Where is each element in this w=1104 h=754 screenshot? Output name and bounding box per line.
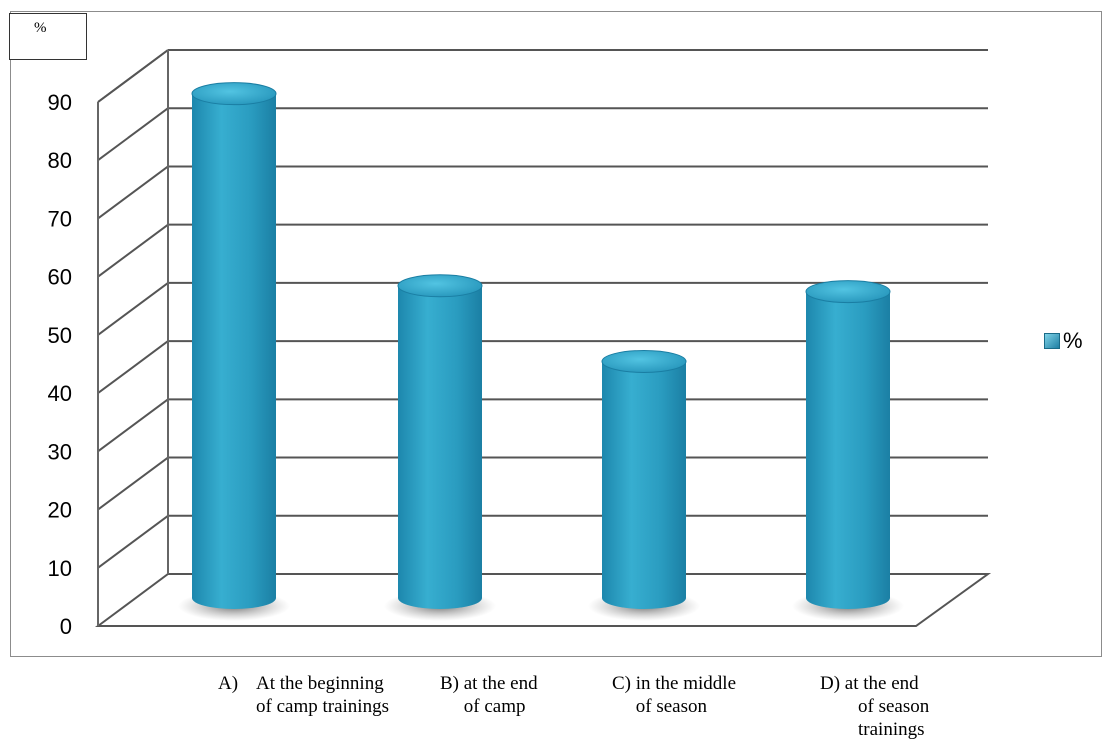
y-tick-label: 10: [48, 556, 72, 581]
bar-body: [398, 285, 482, 609]
gridline-depth: [97, 514, 169, 569]
floor: [94, 573, 992, 627]
y-tick-label: 60: [48, 265, 72, 290]
y-tick-label: 70: [48, 206, 72, 231]
bar-body: [806, 291, 890, 609]
legend: %: [1044, 328, 1083, 354]
y-tick-label: 40: [48, 381, 72, 406]
bar-top: [601, 349, 687, 373]
x-tick-label: C) in the middle of season: [612, 673, 737, 717]
bar: [384, 274, 496, 621]
bar-body: [192, 93, 276, 609]
bar: [588, 349, 700, 621]
bar: [792, 280, 904, 621]
x-tick-label: D) at the end of season trainings: [820, 673, 930, 740]
y-tick-label: 0: [60, 614, 72, 639]
gridline-depth: [97, 398, 169, 453]
y-tick-label: 80: [48, 148, 72, 173]
y-tick-label: 20: [48, 498, 72, 523]
bar-top: [397, 274, 483, 298]
gridline-depth: [97, 49, 169, 103]
bar-top: [191, 82, 277, 106]
x-tick-label: A) At the beginning of camp trainings: [218, 673, 389, 717]
gridline-depth: [97, 456, 169, 511]
gridline-depth: [97, 223, 169, 278]
gridline-depth: [97, 282, 169, 336]
gridline-depth: [97, 340, 169, 394]
y-tick-label: 50: [48, 323, 72, 348]
y-tick-label: 90: [48, 90, 72, 115]
unit-label: %: [34, 20, 47, 36]
bar-top: [805, 280, 891, 304]
bar: [178, 82, 290, 621]
gridline-depth: [97, 165, 169, 220]
chart-frame: [10, 11, 1102, 657]
legend-label: %: [1063, 328, 1083, 353]
unit-label-box: %: [9, 13, 87, 60]
bar-body: [602, 361, 686, 609]
x-tick-label: B) at the end of camp: [440, 673, 538, 717]
legend-swatch: [1044, 333, 1060, 349]
y-tick-label: 30: [48, 439, 72, 464]
gridline-depth: [97, 107, 169, 162]
bars-layer: [178, 82, 904, 621]
